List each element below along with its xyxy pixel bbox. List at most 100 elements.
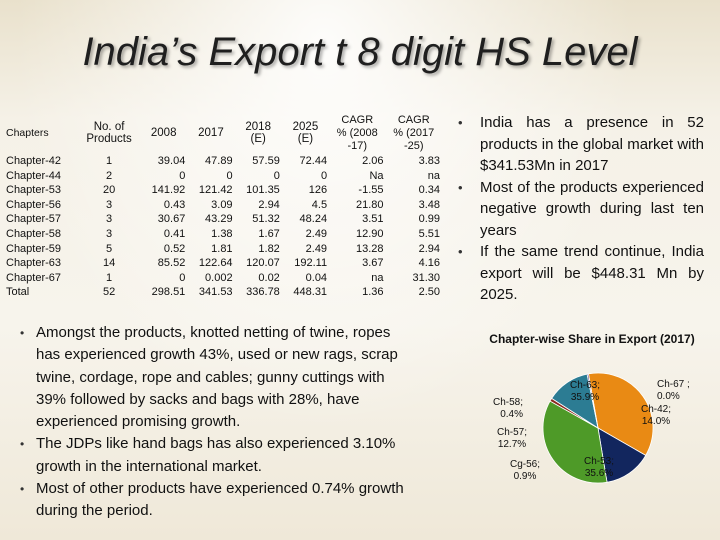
header-line: 2018: [245, 121, 271, 133]
table-cell: 336.78: [246, 286, 280, 299]
table-cell: Chapter-58: [6, 227, 62, 240]
table-row: Chapter-56 3 0.43 3.09 2.94 4.5 21.80 3.48: [4, 198, 442, 213]
right-bullet-item: India has a presence in 52 products in t…: [458, 112, 704, 177]
table-cell: 12.90: [355, 227, 384, 240]
table-cell: 47.89: [205, 155, 233, 167]
table-cell: 1.36: [362, 286, 384, 299]
table-cell: 57.59: [252, 155, 280, 167]
table-cell: 0: [226, 169, 233, 182]
table-cell: Total: [6, 286, 30, 299]
bottom-bullet-item: Most of other products have experienced …: [20, 478, 412, 523]
right-bullet-list: India has a presence in 52 products in t…: [458, 112, 704, 306]
table-cell: 85.52: [157, 257, 186, 270]
table-cell: 4.5: [311, 198, 328, 211]
table-header-cell: CAGR% (2008 -17): [329, 112, 385, 154]
pie-data-label: Ch-67 ;: [657, 379, 690, 390]
slide-title: India’s Export t 8 digit HS Level: [82, 30, 638, 74]
header-line: No. of: [93, 121, 125, 133]
table-cell: 121.42: [198, 184, 233, 197]
table-cell: 192.11: [294, 257, 328, 270]
header-line: 2025: [292, 121, 319, 133]
table-cell: 3.09: [211, 198, 233, 211]
table-row: Chapter-44 2 0 0 0 0 Na na: [4, 169, 442, 184]
table-header-cell: 2017: [198, 127, 224, 139]
table-cell: 0: [320, 169, 328, 182]
table-cell: 0.04: [305, 271, 328, 284]
table-cell: Chapter-63: [6, 257, 62, 270]
table-cell: 20: [102, 184, 116, 197]
table-cell: 1.67: [258, 227, 280, 240]
table-cell: 3.48: [418, 198, 440, 211]
table-cell: Chapter-42: [6, 155, 62, 167]
table-cell: 72.44: [299, 155, 328, 167]
table-row: Chapter-63 14 85.52 122.64 120.07 192.11 3.67 4…: [4, 256, 442, 271]
header-line: (E): [297, 133, 314, 145]
table-cell: 1: [106, 155, 113, 167]
table-cell: 0.02: [258, 271, 280, 284]
table-cell: Chapter-57: [6, 213, 62, 226]
pie-data-label: Ch-58;: [493, 397, 523, 408]
table-header-row: Chapters No. of Products 2008 2017 2018 (E) 202…: [4, 112, 442, 154]
pie-slice: [542, 400, 608, 484]
table-header-cell: 2025 (E): [282, 112, 329, 154]
table-cell: 141.92: [151, 184, 186, 197]
header-line: % (2017: [393, 126, 435, 139]
table-row: Chapter-59 5 0.52 1.81 1.82 2.49 13.28 2.94: [4, 242, 442, 257]
pie-data-label: Ch-57;: [497, 427, 527, 438]
table-header-cell: 2018 (E): [235, 112, 282, 154]
table-cell: 120.07: [246, 257, 280, 270]
table-cell: 21.80: [355, 198, 384, 211]
table-cell: 14: [102, 257, 116, 270]
table-cell: 0: [179, 169, 186, 182]
table-row: Chapter-57 3 30.67 43.29 51.32 48.24 3.51 0.99: [4, 212, 442, 227]
table-cell: 3: [106, 213, 113, 226]
table-cell: 5.51: [418, 227, 440, 240]
table-cell: 0.43: [163, 198, 186, 211]
table-row: Chapter-42 1 39.04 47.89 57.59 72.44 2.06 3.83: [4, 154, 442, 169]
table-header-cell: CAGR% (2017 -25): [386, 112, 443, 154]
header-line: CAGR: [341, 113, 374, 126]
table-row: Total 52 298.51 341.53 336.78 448.31 1.36 2.50: [4, 285, 442, 300]
chart-title: Chapter-wise Share in Export (2017): [489, 332, 695, 346]
pie-data-label: 35.6%: [585, 468, 613, 479]
table-cell: 3.83: [418, 155, 440, 167]
table-cell: 48.24: [299, 213, 328, 226]
pie-data-label: 0.9%: [514, 471, 537, 482]
table-header-cell: Chapters: [6, 127, 49, 139]
table-cell: 39.04: [157, 155, 186, 167]
table-cell: 2.50: [418, 286, 440, 299]
table-cell: 0.52: [163, 242, 186, 255]
table-cell: 3.67: [362, 257, 384, 270]
table-row: Chapter-67 1 0 0.002 0.02 0.04 na 31.30: [4, 271, 442, 286]
pie-data-label: Cg-56;: [510, 459, 540, 470]
table-cell: 0.34: [418, 184, 440, 197]
right-bullet-item: If the same trend continue, India export…: [458, 241, 704, 306]
table-body: Chapter-42 1 39.04 47.89 57.59 72.44 2.06 3.83 C…: [4, 154, 442, 300]
table-cell: 122.64: [198, 257, 233, 270]
table-cell: 51.32: [252, 213, 280, 226]
pie-data-label: Ch-42;: [641, 404, 671, 415]
table-header-cell: 2008: [150, 127, 177, 139]
table-cell: Chapter-67: [6, 271, 62, 284]
bottom-bullet-item: Amongst the products, knotted netting of…: [20, 322, 412, 433]
pie-data-label: 12.7%: [498, 439, 526, 450]
table-cell: 3.51: [362, 213, 384, 226]
table-cell: 3: [106, 198, 113, 211]
table-header-cell: No. of Products: [78, 112, 140, 154]
table-cell: 3: [106, 227, 113, 240]
table-cell: Chapter-56: [6, 198, 62, 211]
table-cell: 4.16: [418, 257, 440, 270]
table-cell: Chapter-59: [6, 242, 62, 255]
table-cell: 5: [106, 242, 113, 255]
table-cell: na: [427, 169, 440, 182]
table-cell: 1.82: [258, 242, 280, 255]
pie-slice: [586, 373, 599, 429]
table-cell: 101.35: [246, 184, 280, 197]
header-line: (E): [250, 133, 266, 145]
pie-data-label: 14.0%: [642, 416, 670, 427]
pie-data-label: 0.0%: [657, 391, 680, 402]
pie-data-label: 0.4%: [500, 409, 523, 420]
table-cell: na: [371, 271, 384, 284]
table-cell: Chapter-53: [6, 184, 62, 197]
header-line: -17): [347, 139, 368, 152]
